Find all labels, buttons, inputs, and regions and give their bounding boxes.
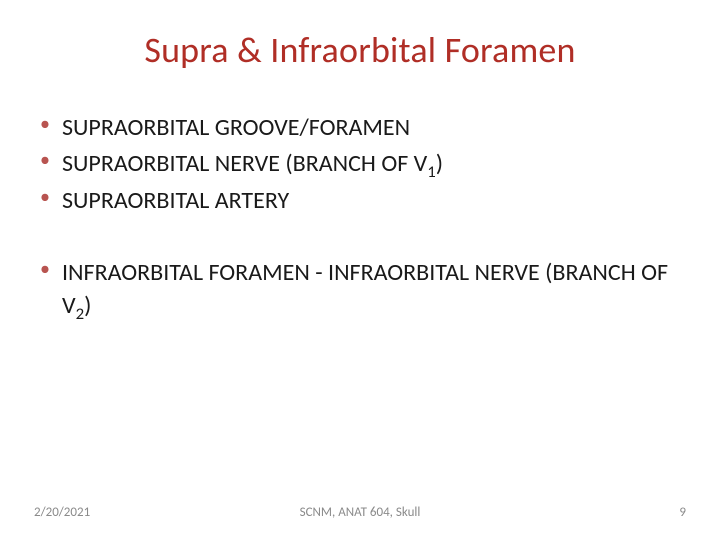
text-run: INFRAORBITAL FORAMEN - INFRAORBITAL NERV…: [62, 258, 668, 319]
list-item: SUPRAORBITAL GROOVE/FORAMEN: [34, 112, 686, 144]
text-run: SUPRAORBITAL NERVE (BRANCH OF V: [62, 149, 427, 178]
footer-page-number: 9: [469, 505, 686, 520]
list-item: SUPRAORBITAL ARTERY: [34, 185, 686, 217]
slide-body: SUPRAORBITAL GROOVE/FORAMEN SUPRAORBITAL…: [0, 90, 720, 322]
bullet-group-1: SUPRAORBITAL GROOVE/FORAMEN SUPRAORBITAL…: [34, 112, 686, 217]
text-run: ): [436, 149, 443, 178]
list-item: INFRAORBITAL FORAMEN - INFRAORBITAL NERV…: [34, 257, 686, 322]
slide: Supra & Infraorbital Foramen SUPRAORBITA…: [0, 0, 720, 540]
footer-date: 2/20/2021: [34, 505, 251, 520]
bullet-text: INFRAORBITAL FORAMEN - INFRAORBITAL NERV…: [62, 258, 668, 319]
text-run: ): [84, 291, 91, 320]
slide-title: Supra & Infraorbital Foramen: [0, 0, 720, 90]
footer-center: SCNM, ANAT 604, Skull: [251, 505, 468, 520]
subscript: 2: [76, 302, 85, 323]
bullet-text: SUPRAORBITAL NERVE (BRANCH OF V1): [62, 149, 443, 178]
subscript: 1: [427, 161, 436, 182]
list-item: SUPRAORBITAL NERVE (BRANCH OF V1): [34, 148, 686, 180]
spacer: [34, 221, 686, 257]
bullet-group-2: INFRAORBITAL FORAMEN - INFRAORBITAL NERV…: [34, 257, 686, 322]
bullet-text: SUPRAORBITAL ARTERY: [62, 186, 289, 215]
bullet-text: SUPRAORBITAL GROOVE/FORAMEN: [62, 113, 410, 142]
slide-footer: 2/20/2021 SCNM, ANAT 604, Skull 9: [0, 505, 720, 520]
